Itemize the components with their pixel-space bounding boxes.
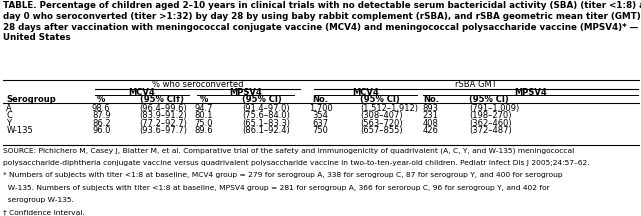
Text: 354: 354 — [313, 111, 328, 120]
Text: 426: 426 — [423, 126, 438, 135]
Text: rSBA GMT: rSBA GMT — [455, 80, 497, 89]
Text: (93.6–97.7): (93.6–97.7) — [140, 126, 188, 135]
Text: (95% CI): (95% CI) — [360, 95, 400, 104]
Text: 96.0: 96.0 — [92, 126, 110, 135]
Text: (563–720): (563–720) — [360, 119, 403, 128]
Text: 750: 750 — [313, 126, 328, 135]
Text: 86.2: 86.2 — [92, 119, 111, 128]
Text: 80.1: 80.1 — [195, 111, 213, 120]
Text: (65.1–83.3): (65.1–83.3) — [242, 119, 290, 128]
Text: 94.7: 94.7 — [195, 104, 213, 113]
Text: * Numbers of subjects with titer <1:8 at baseline, MCV4 group = 279 for serogrou: * Numbers of subjects with titer <1:8 at… — [3, 172, 563, 178]
Text: %: % — [199, 95, 208, 104]
Text: 89.6: 89.6 — [194, 126, 213, 135]
Text: (657–855): (657–855) — [360, 126, 403, 135]
Text: No.: No. — [423, 95, 438, 104]
Text: (75.6–84.0): (75.6–84.0) — [242, 111, 290, 120]
Text: (77.2–92.7): (77.2–92.7) — [140, 119, 188, 128]
Text: (95% CI): (95% CI) — [469, 95, 509, 104]
Text: MPSV4: MPSV4 — [514, 88, 547, 97]
Text: (91.4–97.0): (91.4–97.0) — [242, 104, 290, 113]
Text: (308–407): (308–407) — [360, 111, 403, 120]
Text: (362–460): (362–460) — [469, 119, 512, 128]
Text: 637: 637 — [312, 119, 329, 128]
Text: 87.9: 87.9 — [92, 111, 111, 120]
Text: (1,512–1,912): (1,512–1,912) — [360, 104, 418, 113]
Text: 1,700: 1,700 — [308, 104, 333, 113]
Text: SOURCE: Pichichero M, Casey J, Blatter M, et al. Comparative trial of the safety: SOURCE: Pichichero M, Casey J, Blatter M… — [3, 147, 574, 154]
Text: 98.6: 98.6 — [92, 104, 111, 113]
Text: % who seroconverted: % who seroconverted — [152, 80, 243, 89]
Text: 231: 231 — [423, 111, 438, 120]
Text: polysaccharide-diphtheria conjugate vaccine versus quadrivalent polysaccharide v: polysaccharide-diphtheria conjugate vacc… — [3, 160, 590, 166]
Text: No.: No. — [313, 95, 328, 104]
Text: serogroup W-135.: serogroup W-135. — [3, 197, 74, 203]
Text: C: C — [6, 111, 12, 120]
Text: W-135. Numbers of subjects with titer <1:8 at baseline, MPSV4 group = 281 for se: W-135. Numbers of subjects with titer <1… — [3, 185, 550, 191]
Text: %: % — [97, 95, 106, 104]
Text: † Confidence interval.: † Confidence interval. — [3, 210, 85, 216]
Text: (95% CI†): (95% CI†) — [140, 95, 184, 104]
Text: Y: Y — [6, 119, 12, 128]
Text: MCV4: MCV4 — [129, 88, 155, 97]
Text: (83.9–91.2): (83.9–91.2) — [140, 111, 187, 120]
Text: MCV4: MCV4 — [352, 88, 379, 97]
Text: (96.4–99.6): (96.4–99.6) — [140, 104, 187, 113]
Text: 893: 893 — [423, 104, 438, 113]
Text: W-135: W-135 — [6, 126, 33, 135]
Text: (198–270): (198–270) — [469, 111, 512, 120]
Text: (791–1,009): (791–1,009) — [469, 104, 519, 113]
Text: TABLE. Percentage of children aged 2–10 years in clinical trials with no detecta: TABLE. Percentage of children aged 2–10 … — [3, 1, 641, 42]
Text: 408: 408 — [423, 119, 438, 128]
Text: 75.0: 75.0 — [195, 119, 213, 128]
Text: (95% CI): (95% CI) — [242, 95, 282, 104]
Text: MPSV4: MPSV4 — [229, 88, 262, 97]
Text: (372–487): (372–487) — [469, 126, 512, 135]
Text: A: A — [6, 104, 12, 113]
Text: Serogroup: Serogroup — [6, 95, 56, 104]
Text: (86.1–92.4): (86.1–92.4) — [242, 126, 290, 135]
